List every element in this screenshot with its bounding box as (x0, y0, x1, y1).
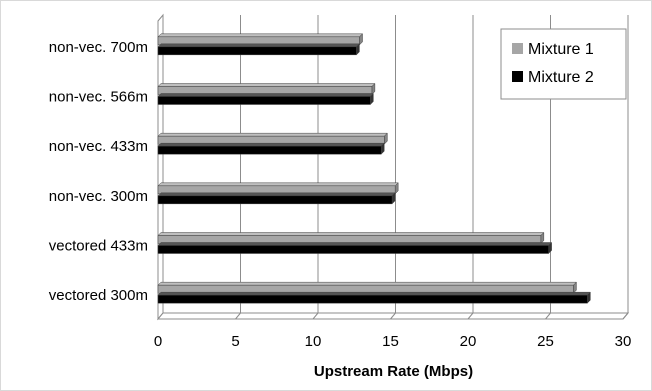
bar-mixture-2-non-vec-700m (157, 43, 361, 56)
legend-swatch-mixture-2 (512, 71, 523, 82)
bar-top-face (157, 142, 385, 147)
gridline-x-foot (235, 312, 241, 320)
bar-top-face (157, 93, 374, 97)
gridline-x-foot (622, 312, 629, 320)
bar-front-face (157, 245, 549, 254)
bar-mixture-2-non-vec-566m (157, 92, 374, 106)
x-tick-label: 10 (305, 333, 322, 350)
x-tick-label: 25 (537, 333, 554, 350)
grid-lines (235, 15, 629, 320)
x-tick-label: 0 (154, 333, 162, 350)
bar-top-face (157, 182, 399, 187)
gridline-x-foot (390, 312, 396, 320)
bar-front-face (157, 195, 393, 205)
bar-mixture-1-non-vec-300m (157, 182, 399, 195)
gridline-x-foot (467, 312, 474, 320)
bar-mixture-2-non-vec-300m (157, 192, 396, 205)
legend-label-mixture-1: Mixture 1 (528, 41, 594, 58)
bar-front-face (157, 145, 382, 155)
gridline-x-foot (545, 312, 551, 320)
bar-top-face (157, 232, 545, 236)
category-label-non-vec-700m: non-vec. 700m (49, 39, 148, 56)
legend-box (500, 28, 627, 100)
gridline-x-foot (312, 312, 319, 320)
y-axis-categories: vectored 300m vectored 433m non-vec. 300m n… (49, 39, 148, 304)
bar-top-face (157, 132, 388, 137)
category-label-vectored-433m: vectored 433m (49, 238, 148, 255)
x-tick-label: 20 (460, 333, 477, 350)
bar-top-face (157, 83, 376, 87)
bar-mixture-1-non-vec-433m (157, 132, 388, 145)
chart-left-wall (157, 13, 164, 321)
bar-mixture-1-non-vec-700m (157, 33, 364, 46)
bar-front-face (157, 46, 357, 56)
bar-mixture-1-vectored-433m (157, 231, 545, 245)
x-axis-ticks: 0 5 10 15 20 25 30 (154, 333, 632, 350)
category-label-non-vec-300m: non-vec. 300m (49, 188, 148, 205)
legend-label-mixture-2: Mixture 2 (528, 69, 594, 86)
bar-mixture-1-vectored-300m (157, 281, 578, 294)
category-label-vectored-300m: vectored 300m (49, 287, 148, 304)
bar-top-face (157, 291, 591, 296)
bar-mixture-2-non-vec-433m (157, 142, 385, 155)
bar-top-face (157, 192, 396, 197)
bars (157, 33, 591, 304)
category-label-non-vec-566m: non-vec. 566m (49, 89, 148, 106)
legend-swatch-mixture-1 (512, 43, 523, 54)
bar-front-face (157, 96, 371, 105)
category-label-non-vec-433m: non-vec. 433m (49, 138, 148, 155)
bar-mixture-1-non-vec-566m (157, 82, 376, 96)
legend: Mixture 1 Mixture 2 (500, 28, 627, 100)
bar-top-face (157, 242, 553, 246)
bar-mixture-2-vectored-433m (157, 241, 553, 255)
x-tick-label: 30 (615, 333, 632, 350)
bar-mixture-2-vectored-300m (157, 291, 591, 304)
x-tick-label: 15 (382, 333, 399, 350)
x-axis-title: Upstream Rate (Mbps) (314, 363, 473, 380)
bar-top-face (157, 33, 364, 38)
bar-top-face (157, 43, 361, 48)
bar-front-face (157, 294, 588, 304)
bar-top-face (157, 281, 578, 286)
x-tick-label: 5 (231, 333, 239, 350)
